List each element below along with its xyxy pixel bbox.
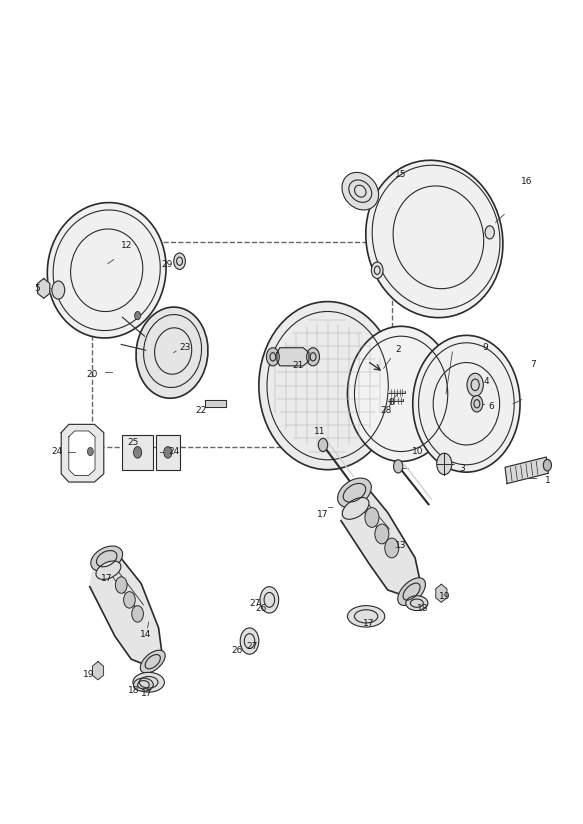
Circle shape	[134, 447, 142, 458]
Text: 24: 24	[51, 447, 62, 456]
Text: 28: 28	[380, 406, 392, 414]
Ellipse shape	[96, 561, 121, 579]
Text: 26: 26	[231, 647, 243, 655]
Ellipse shape	[133, 672, 164, 692]
Circle shape	[240, 628, 259, 654]
Circle shape	[371, 262, 383, 279]
Text: 1: 1	[545, 476, 551, 485]
Text: 4: 4	[484, 377, 490, 386]
Text: 5: 5	[34, 284, 40, 293]
Text: 17: 17	[101, 574, 113, 583]
Text: 12: 12	[121, 241, 133, 250]
Circle shape	[307, 348, 319, 366]
Circle shape	[52, 281, 65, 299]
Text: 14: 14	[140, 630, 152, 639]
Circle shape	[87, 447, 93, 456]
Circle shape	[318, 438, 328, 452]
Circle shape	[174, 253, 185, 269]
Polygon shape	[38, 279, 50, 298]
Text: 9: 9	[482, 344, 488, 352]
Text: 2: 2	[395, 345, 401, 353]
Bar	[122, 435, 153, 470]
Ellipse shape	[413, 335, 520, 472]
Polygon shape	[61, 424, 104, 482]
Polygon shape	[92, 662, 104, 680]
Circle shape	[135, 311, 141, 320]
Text: 20: 20	[86, 371, 98, 379]
Circle shape	[471, 396, 483, 412]
Text: 17: 17	[317, 510, 328, 518]
Ellipse shape	[136, 307, 208, 398]
Text: 10: 10	[412, 447, 424, 456]
Text: 18: 18	[128, 686, 140, 695]
Circle shape	[124, 592, 135, 608]
Text: 3: 3	[459, 464, 465, 472]
Polygon shape	[90, 550, 162, 667]
Ellipse shape	[342, 172, 378, 210]
Circle shape	[485, 226, 494, 239]
Ellipse shape	[406, 596, 428, 611]
Text: 23: 23	[180, 344, 191, 352]
Text: 19: 19	[438, 592, 450, 601]
Ellipse shape	[91, 546, 122, 571]
Text: 18: 18	[417, 604, 429, 612]
Ellipse shape	[366, 161, 503, 317]
Ellipse shape	[141, 650, 165, 673]
Ellipse shape	[47, 203, 166, 338]
Ellipse shape	[347, 326, 455, 461]
Circle shape	[266, 348, 279, 366]
Text: 16: 16	[521, 177, 532, 185]
Text: 17: 17	[363, 620, 374, 628]
Ellipse shape	[342, 498, 369, 519]
Polygon shape	[277, 348, 309, 366]
Circle shape	[164, 447, 172, 458]
Ellipse shape	[398, 578, 426, 606]
Text: 26: 26	[255, 604, 267, 612]
Text: 27: 27	[246, 643, 258, 651]
Ellipse shape	[134, 678, 153, 691]
Polygon shape	[205, 400, 226, 407]
Text: 15: 15	[395, 171, 407, 179]
Polygon shape	[69, 431, 95, 475]
Circle shape	[375, 524, 389, 544]
Polygon shape	[505, 457, 549, 484]
Text: 25: 25	[127, 438, 139, 447]
Circle shape	[115, 577, 127, 593]
Text: 13: 13	[395, 541, 406, 550]
Text: 8: 8	[388, 398, 394, 406]
Circle shape	[543, 459, 552, 471]
Ellipse shape	[338, 478, 371, 508]
Text: 6: 6	[489, 402, 494, 410]
Text: 11: 11	[314, 428, 325, 436]
Text: 17: 17	[141, 690, 153, 698]
Circle shape	[132, 606, 143, 622]
Text: 22: 22	[195, 406, 207, 414]
Ellipse shape	[347, 606, 385, 627]
Circle shape	[394, 460, 403, 473]
Polygon shape	[436, 584, 447, 602]
Text: 24: 24	[168, 447, 180, 456]
Text: 21: 21	[293, 362, 304, 370]
Circle shape	[365, 508, 379, 527]
Text: 19: 19	[83, 670, 94, 678]
Text: 29: 29	[161, 260, 173, 269]
Circle shape	[437, 453, 452, 475]
Ellipse shape	[259, 302, 396, 470]
Circle shape	[260, 587, 279, 613]
Polygon shape	[341, 482, 421, 598]
Circle shape	[467, 373, 483, 396]
Bar	[156, 435, 180, 470]
Text: 27: 27	[250, 599, 261, 607]
Circle shape	[385, 538, 399, 558]
Text: 7: 7	[531, 360, 536, 368]
